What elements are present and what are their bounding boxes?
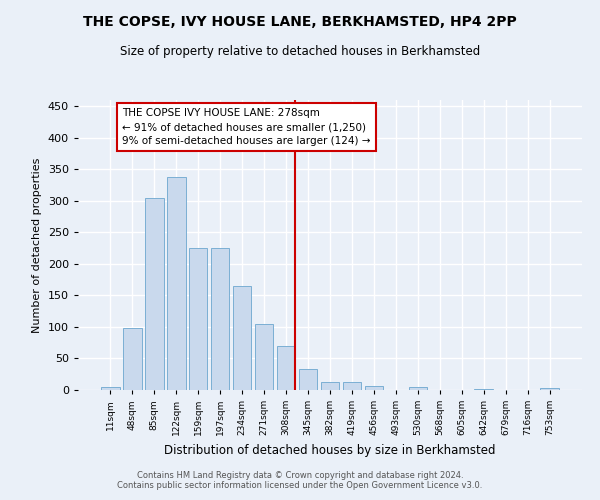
Bar	[299, 368, 317, 390]
Bar	[277, 346, 295, 390]
Text: THE COPSE IVY HOUSE LANE: 278sqm
← 91% of detached houses are smaller (1,250)
9%: THE COPSE IVY HOUSE LANE: 278sqm ← 91% o…	[122, 108, 371, 146]
Bar	[233, 286, 251, 390]
Bar	[409, 387, 427, 390]
Text: THE COPSE, IVY HOUSE LANE, BERKHAMSTED, HP4 2PP: THE COPSE, IVY HOUSE LANE, BERKHAMSTED, …	[83, 15, 517, 29]
Bar	[255, 324, 274, 390]
Bar	[475, 388, 493, 390]
Bar	[320, 382, 340, 390]
Bar	[211, 248, 229, 390]
Y-axis label: Number of detached properties: Number of detached properties	[32, 158, 42, 332]
Text: Size of property relative to detached houses in Berkhamsted: Size of property relative to detached ho…	[120, 45, 480, 58]
Bar	[145, 198, 164, 390]
Bar	[101, 387, 119, 390]
Bar	[541, 388, 559, 390]
Bar	[189, 248, 208, 390]
Text: Contains HM Land Registry data © Crown copyright and database right 2024.
Contai: Contains HM Land Registry data © Crown c…	[118, 470, 482, 490]
X-axis label: Distribution of detached houses by size in Berkhamsted: Distribution of detached houses by size …	[164, 444, 496, 456]
Bar	[167, 177, 185, 390]
Bar	[123, 328, 142, 390]
Bar	[365, 386, 383, 390]
Bar	[343, 382, 361, 390]
